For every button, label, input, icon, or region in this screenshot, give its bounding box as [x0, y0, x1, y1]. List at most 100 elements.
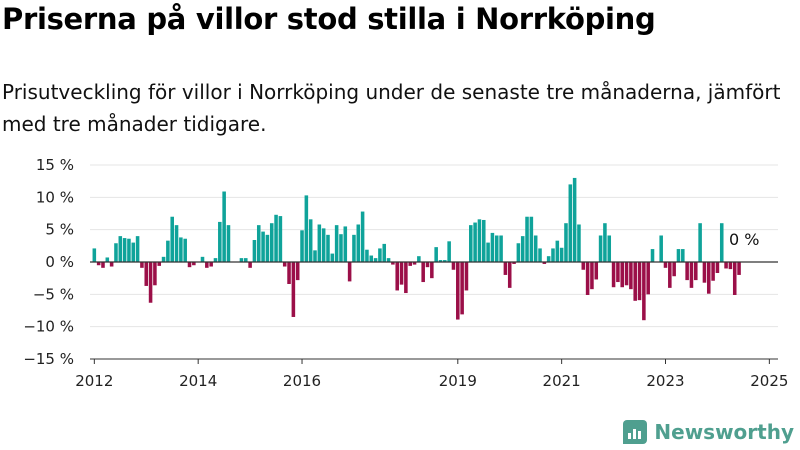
bar [585, 262, 590, 295]
bar [369, 255, 374, 262]
bar [347, 262, 352, 282]
bar [386, 258, 391, 262]
bar [525, 216, 529, 262]
bar [239, 258, 244, 262]
bar [607, 235, 612, 262]
bar [469, 225, 473, 262]
brand-logo: Newsworthy [623, 420, 794, 444]
x-tick-label: 2021 [543, 372, 581, 390]
bar [391, 262, 395, 265]
bar [637, 262, 642, 301]
bar [507, 262, 512, 288]
bar [490, 232, 495, 262]
bar [412, 262, 417, 265]
x-tick-label: 2012 [75, 372, 113, 390]
bar [464, 262, 469, 291]
bar [352, 234, 356, 262]
bar [668, 262, 672, 288]
bar [546, 256, 551, 262]
bar [269, 223, 274, 262]
bar [456, 262, 460, 320]
bar [594, 262, 599, 280]
bar [200, 256, 205, 262]
bar [317, 224, 322, 262]
bar [737, 262, 741, 275]
bar [339, 234, 343, 262]
bar [334, 225, 339, 262]
bar [274, 214, 278, 262]
bar [694, 262, 698, 281]
bar [326, 234, 330, 262]
y-tick-label: 10 % [36, 188, 74, 206]
bar [378, 248, 382, 262]
latest-value-annotation: 0 % [729, 230, 759, 249]
bar [447, 241, 451, 262]
bar [213, 258, 218, 262]
bar [581, 262, 586, 270]
bar [92, 248, 97, 262]
bar [663, 262, 668, 268]
bar [179, 237, 183, 262]
bar [222, 191, 226, 262]
bar [512, 262, 516, 264]
bar [719, 223, 724, 262]
bar [404, 262, 408, 294]
bar [724, 262, 728, 269]
bar [192, 262, 196, 266]
brand-name: Newsworthy [654, 420, 794, 444]
bar [248, 262, 252, 268]
x-tick-label: 2019 [439, 372, 477, 390]
bar [356, 224, 361, 262]
bar [256, 225, 261, 262]
bar [499, 235, 503, 262]
bar [382, 243, 387, 262]
bar [205, 262, 209, 268]
bar [689, 262, 694, 288]
bar [555, 240, 560, 262]
y-tick-label: 5 % [45, 221, 74, 239]
bar [425, 262, 430, 268]
y-tick-label: −5 % [33, 285, 74, 303]
bar [252, 240, 257, 262]
bar [702, 262, 707, 283]
bar [140, 262, 144, 268]
bar [481, 219, 486, 262]
bar [620, 262, 624, 288]
bar [373, 258, 378, 262]
bar [161, 256, 166, 262]
bar [218, 221, 222, 262]
bar [109, 262, 114, 267]
bar [685, 262, 689, 281]
bar [611, 262, 616, 288]
bar [473, 222, 477, 262]
bar [642, 262, 646, 321]
bar [681, 249, 685, 262]
bar [715, 262, 720, 273]
y-tick-label: 0 % [45, 253, 74, 271]
bar [616, 262, 620, 283]
bar [408, 262, 412, 266]
bar [153, 262, 157, 286]
y-tick-label: −15 % [23, 350, 74, 368]
chart-title: Priserna på villor stod stilla i Norrköp… [2, 2, 656, 36]
bar [503, 262, 508, 275]
bar [728, 262, 733, 270]
bar [590, 262, 594, 290]
bar [430, 262, 434, 279]
y-tick-label: −10 % [23, 318, 74, 336]
bar [166, 240, 170, 262]
bar [533, 235, 538, 262]
bar [629, 262, 633, 290]
bar [244, 258, 248, 262]
newsworthy-logo-icon [623, 420, 648, 444]
bar [261, 231, 265, 262]
bar [343, 226, 348, 262]
x-tick-label: 2025 [750, 372, 788, 390]
bar [438, 260, 443, 262]
bar [672, 262, 676, 277]
bar [282, 262, 287, 267]
bar [421, 262, 425, 283]
axes [90, 261, 778, 364]
bar [148, 262, 153, 303]
bar [633, 262, 637, 301]
